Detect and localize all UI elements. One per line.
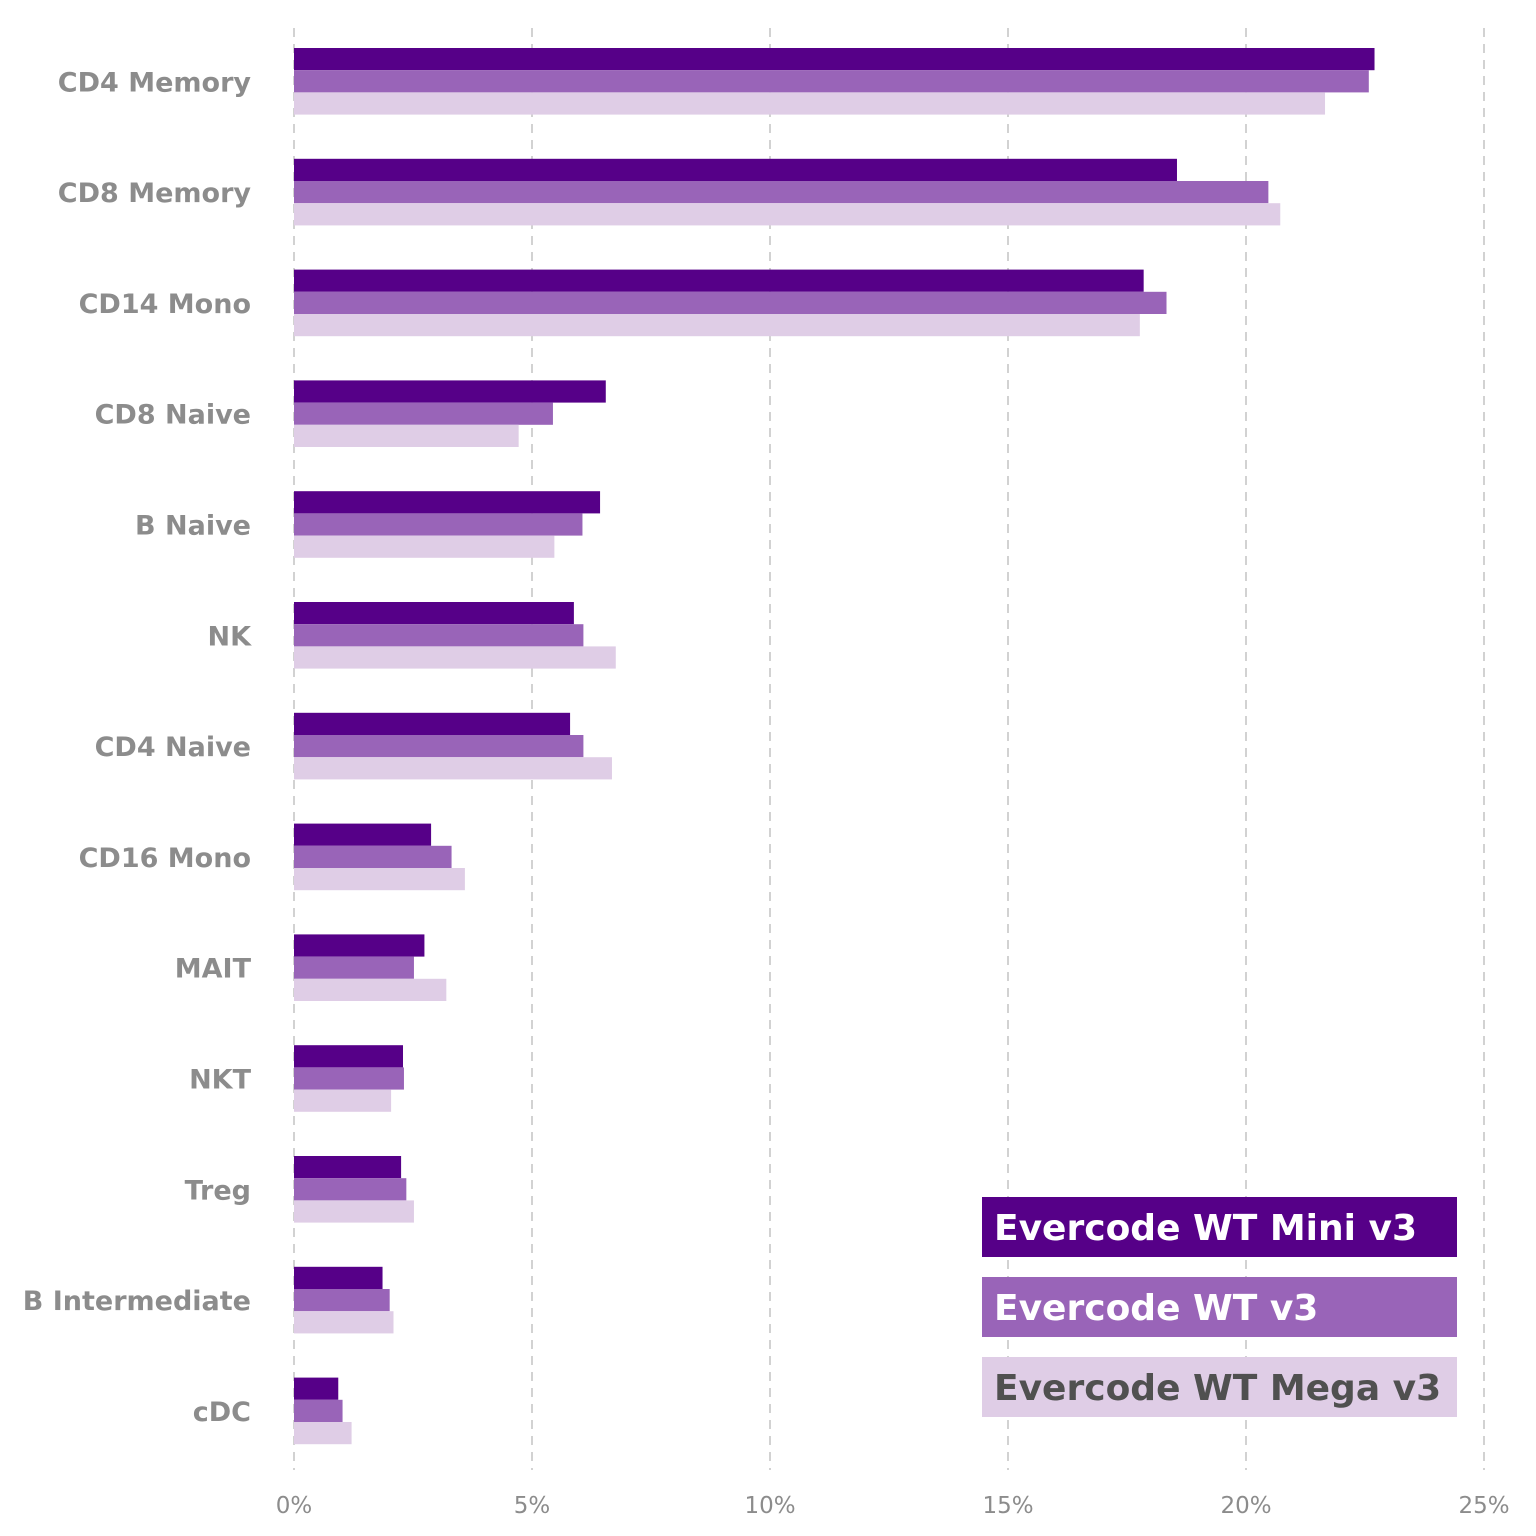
bar-cdc-series-1 — [294, 1377, 339, 1400]
category-label-cd4-memory: CD4 Memory — [58, 67, 252, 98]
category-label-cd4-naive: CD4 Naive — [95, 732, 251, 763]
category-label-cdc: cDC — [193, 1397, 251, 1428]
bar-treg-series-1 — [294, 1156, 402, 1179]
bar-mait-series-3 — [294, 978, 447, 1001]
x-tick-label: 0% — [276, 1493, 313, 1519]
bar-cd8-memory-series-1 — [294, 158, 1177, 181]
bar-b-naive-series-2 — [294, 513, 583, 536]
x-tick-label: 5% — [514, 1493, 551, 1519]
bar-cd8-memory-series-3 — [294, 203, 1281, 226]
x-tick-label: 10% — [744, 1493, 795, 1519]
bar-b-naive-series-3 — [294, 535, 555, 558]
bar-cd4-naive-series-1 — [294, 712, 571, 735]
bar-nk-series-2 — [294, 624, 584, 647]
bar-cd4-memory-series-1 — [294, 48, 1375, 71]
bar-nkt-series-1 — [294, 1045, 404, 1068]
bar-b-intermediate-series-2 — [294, 1289, 390, 1312]
bar-cd4-memory-series-3 — [294, 92, 1326, 115]
category-labels: CD4 Memory CD8 Memory CD14 Mono CD8 Naive B … — [23, 67, 252, 1428]
category-label-cd14-mono: CD14 Mono — [79, 289, 251, 320]
bar-nk-series-3 — [294, 646, 616, 669]
legend-swatch-series-3 — [982, 1357, 1457, 1417]
bar-mait-series-1 — [294, 934, 425, 957]
bar-nkt-series-2 — [294, 1067, 404, 1090]
bar-cd16-mono-series-2 — [294, 845, 452, 868]
category-label-nkt: NKT — [189, 1065, 252, 1096]
bar-cd14-mono-series-1 — [294, 269, 1144, 292]
category-label-nk: NK — [207, 621, 252, 652]
legend-swatch-series-2 — [982, 1277, 1457, 1337]
bar-nk-series-1 — [294, 602, 574, 625]
x-tick-label: 25% — [1458, 1493, 1509, 1519]
category-label-b-naive: B Naive — [135, 511, 251, 542]
category-label-cd8-memory: CD8 Memory — [58, 178, 252, 209]
bar-mait-series-2 — [294, 956, 414, 979]
bar-cdc-series-2 — [294, 1399, 343, 1422]
bar-b-intermediate-series-3 — [294, 1311, 394, 1334]
bar-cd4-naive-series-3 — [294, 757, 612, 780]
bar-cd8-naive-series-2 — [294, 402, 553, 425]
bar-treg-series-2 — [294, 1178, 407, 1201]
category-label-b-intermediate: B Intermediate — [23, 1286, 251, 1317]
legend-label-series-1: Evercode WT Mini v3 — [994, 1208, 1417, 1249]
bars — [294, 48, 1375, 1445]
bar-cd4-memory-series-2 — [294, 70, 1369, 93]
bar-cd14-mono-series-2 — [294, 291, 1167, 314]
bar-b-intermediate-series-1 — [294, 1266, 383, 1289]
bar-treg-series-3 — [294, 1200, 414, 1223]
category-label-mait: MAIT — [175, 954, 252, 985]
legend-label-series-2: Evercode WT v3 — [994, 1288, 1318, 1329]
bar-cd8-naive-series-3 — [294, 424, 519, 447]
bar-cd8-memory-series-2 — [294, 181, 1269, 204]
x-tick-label: 20% — [1220, 1493, 1271, 1519]
bar-b-naive-series-1 — [294, 491, 601, 514]
bar-cd14-mono-series-3 — [294, 314, 1140, 337]
category-label-treg: Treg — [185, 1175, 251, 1206]
bar-nkt-series-3 — [294, 1089, 392, 1112]
category-label-cd16-mono: CD16 Mono — [79, 843, 251, 874]
legend-label-series-3: Evercode WT Mega v3 — [994, 1368, 1441, 1409]
x-tick-label: 15% — [982, 1493, 1033, 1519]
bar-cdc-series-3 — [294, 1422, 352, 1445]
legend-swatch-series-1 — [982, 1197, 1457, 1257]
bar-cd16-mono-series-3 — [294, 868, 465, 891]
bar-cd8-naive-series-1 — [294, 380, 606, 403]
category-label-cd8-naive: CD8 Naive — [95, 400, 251, 431]
bar-cd16-mono-series-1 — [294, 823, 432, 846]
gridlines — [293, 28, 1485, 1470]
bar-cd4-naive-series-2 — [294, 735, 584, 758]
x-axis-ticks: 0% 5% 10% 15% 20% 25% — [276, 1493, 1510, 1519]
legend: Evercode WT Mini v3 Evercode WT v3 Evercod… — [982, 1197, 1457, 1417]
